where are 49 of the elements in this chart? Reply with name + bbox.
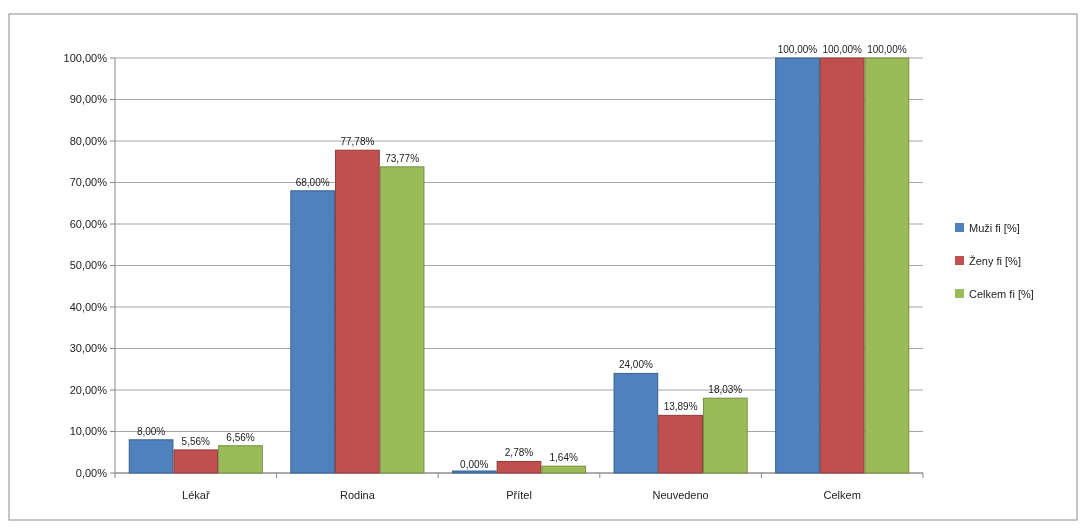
bar (702, 397, 748, 474)
bar (128, 439, 174, 474)
y-tick-label: 20,00% (69, 383, 108, 396)
data-label: 5,56% (181, 435, 211, 447)
x-tick-label: Lékař (182, 489, 210, 501)
data-label: 100,00% (867, 44, 907, 55)
legend-label: Muži fi [%] (969, 221, 1020, 234)
bar (451, 470, 497, 474)
data-label: 68,00% (295, 176, 330, 188)
legend-label: Celkem fi [%] (969, 287, 1034, 300)
y-tick-label: 0,00% (75, 466, 108, 479)
x-tick-label: Přítel (506, 489, 532, 501)
data-label: 1,64% (549, 452, 578, 464)
x-tick-label: Rodina (339, 489, 376, 501)
bar (496, 460, 542, 474)
data-label: 73,77% (385, 152, 420, 164)
x-tick-label: Celkem (823, 489, 861, 501)
y-tick-label: 90,00% (69, 93, 108, 106)
data-label: 13,89% (663, 401, 698, 413)
x-tick-label: Neuvedeno (652, 489, 709, 501)
bar (218, 445, 263, 474)
bar (864, 57, 910, 474)
bar (613, 372, 659, 474)
data-label: 100,00% (777, 44, 818, 55)
y-tick-label: 80,00% (69, 134, 108, 147)
bar (290, 190, 336, 474)
data-label: 6,56% (226, 431, 255, 443)
y-tick-label: 50,00% (69, 259, 108, 272)
y-tick-label: 70,00% (69, 176, 108, 189)
bar (335, 149, 380, 474)
bar (775, 57, 820, 474)
bar (819, 57, 865, 474)
data-label: 77,78% (340, 136, 375, 148)
y-tick-label: 10,00% (69, 425, 108, 438)
data-label: 2,78% (504, 447, 534, 459)
data-label: 18,03% (708, 384, 743, 396)
y-tick-label: 60,00% (69, 217, 108, 230)
data-label: 24,00% (618, 359, 653, 371)
bar (658, 414, 703, 474)
legend-label: Ženy fi [%] (969, 254, 1021, 267)
bar (173, 449, 219, 474)
data-label: 0,00% (460, 459, 489, 470)
data-label: 100,00% (822, 44, 863, 55)
y-tick-label: 40,00% (69, 300, 108, 313)
bar (541, 465, 587, 474)
y-tick-label: 100,00% (63, 51, 108, 64)
y-tick-label: 30,00% (69, 342, 108, 355)
bar (379, 166, 425, 474)
data-label: 8,00% (136, 425, 166, 437)
